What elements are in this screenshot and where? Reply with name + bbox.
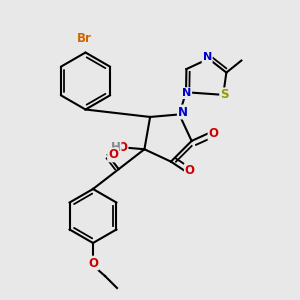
Text: H: H (111, 141, 121, 154)
Text: O: O (108, 148, 118, 161)
Text: Br: Br (77, 32, 92, 45)
Text: O: O (208, 127, 218, 140)
Text: N: N (182, 88, 191, 98)
Text: S: S (220, 88, 229, 101)
Text: N: N (202, 52, 212, 62)
Text: O: O (118, 141, 128, 154)
Text: N: N (178, 106, 188, 118)
Text: O: O (185, 164, 195, 177)
Text: O: O (88, 256, 98, 270)
